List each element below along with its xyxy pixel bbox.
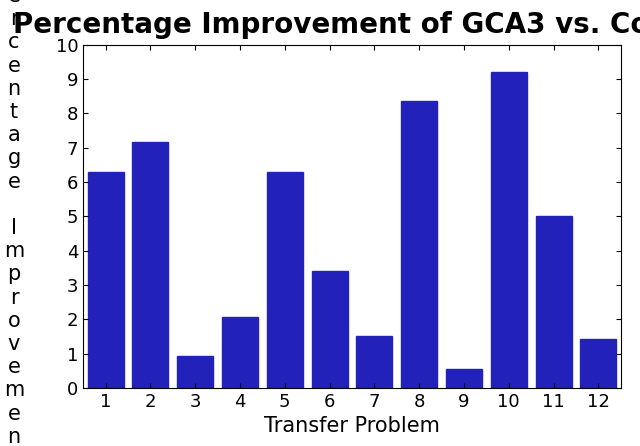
Bar — [356, 336, 392, 388]
Bar — [177, 356, 213, 388]
Bar — [401, 101, 437, 388]
Bar — [88, 172, 124, 388]
Bar — [312, 271, 348, 388]
Title: Percentage Improvement of GCA3 vs. Coral: Percentage Improvement of GCA3 vs. Coral — [13, 12, 640, 40]
Bar — [132, 142, 168, 388]
X-axis label: Transfer Problem: Transfer Problem — [264, 417, 440, 437]
Bar — [580, 339, 616, 388]
Bar — [491, 72, 527, 388]
Bar — [446, 369, 482, 388]
Bar — [222, 317, 258, 388]
Bar — [536, 215, 572, 388]
Y-axis label: P
e
r
c
e
n
t
a
g
e
 
I
m
p
r
o
v
e
m
e
n
t: P e r c e n t a g e I m p r o v e m e n … — [4, 0, 24, 446]
Bar — [267, 172, 303, 388]
